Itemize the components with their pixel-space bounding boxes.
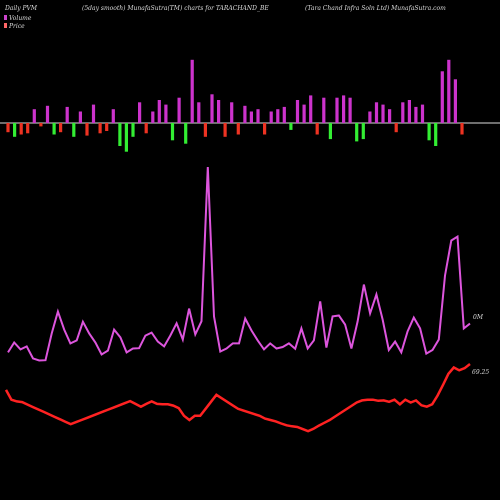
pvm-bar — [72, 123, 76, 137]
pvm-bar — [315, 123, 319, 135]
pvm-bar — [295, 100, 300, 123]
pvm-bar — [98, 123, 102, 134]
pvm-bar — [197, 102, 201, 123]
pvm-bar — [282, 106, 286, 123]
pvm-bar — [223, 123, 227, 137]
legend-price-label: Price — [8, 23, 25, 30]
header-left: Daily PVM — [4, 5, 38, 12]
legend-volume-swatch — [4, 15, 7, 20]
pvm-bar — [401, 102, 405, 123]
pvm-bar — [190, 59, 194, 123]
pvm-bar — [78, 111, 82, 123]
pvm-bar — [230, 102, 234, 123]
pvm-bar — [256, 109, 260, 123]
pvm-bar — [348, 97, 352, 123]
pvm-bar — [177, 97, 181, 123]
price-value-label: 69.25 — [472, 369, 489, 376]
pvm-bar — [203, 123, 207, 137]
pvm-bar — [131, 123, 135, 137]
pvm-bar — [447, 59, 451, 123]
volume-value-label: 0M — [473, 314, 484, 321]
header-right: (Tara Chand Infra Soln Ltd) MunafaSutra.… — [305, 5, 446, 12]
pvm-bar — [184, 123, 188, 144]
pvm-bar — [6, 123, 10, 133]
volume-series-line — [7, 166, 471, 362]
pvm-bar — [276, 109, 280, 123]
pvm-bar — [151, 111, 155, 123]
pvm-bar — [138, 102, 142, 123]
pvm-bar — [427, 123, 431, 141]
pvm-bar — [85, 123, 89, 136]
pvm-bar — [249, 111, 253, 123]
pvm-bar — [328, 123, 332, 140]
pvm-bar — [263, 123, 267, 135]
pvm-bar — [420, 104, 425, 123]
price-series-line — [4, 363, 471, 433]
pvm-bar — [374, 102, 379, 123]
pvm-bar — [453, 79, 457, 123]
pvm-bar — [157, 100, 161, 123]
pvm-bar — [440, 71, 444, 123]
header-center: (5day smooth) MunafaSutra(TM) charts for… — [82, 5, 269, 12]
pvm-bar — [394, 123, 398, 133]
pvm-bar — [39, 123, 43, 127]
pvm-bar — [243, 105, 247, 124]
pvm-bars — [6, 59, 464, 152]
pvm-bar — [144, 123, 148, 134]
pvm-bar — [381, 104, 385, 123]
pvm-bar — [19, 123, 23, 135]
pvm-bar — [26, 123, 30, 134]
pvm-bar — [368, 111, 372, 123]
pvm-bar — [32, 109, 36, 123]
pvm-bar — [210, 94, 214, 123]
pvm-bar — [105, 123, 109, 131]
legend-price-swatch — [4, 23, 7, 28]
pvm-bar — [434, 123, 438, 146]
pvm-bar — [65, 106, 69, 123]
pvm-bar — [118, 123, 122, 146]
pvm-bar — [355, 123, 359, 142]
pvm-bar — [45, 105, 50, 124]
pvm-bar — [289, 123, 293, 130]
pvm-bar — [236, 123, 240, 135]
pvm-bar — [52, 123, 56, 135]
pvm-bar — [217, 100, 221, 123]
pvm-bar — [302, 104, 306, 123]
pvm-bar — [407, 100, 411, 123]
pvm-bar — [322, 97, 326, 123]
legend-volume-label: Volume — [9, 15, 32, 22]
pvm-bar — [59, 123, 63, 133]
pvm-bar — [13, 123, 17, 137]
pvm-bar — [388, 109, 392, 123]
pvm-bar — [460, 123, 464, 135]
pvm-bar — [361, 123, 365, 140]
pvm-bar — [111, 109, 115, 123]
pvm-bar — [335, 97, 339, 123]
pvm-bar — [170, 123, 175, 141]
pvm-bar — [124, 123, 128, 152]
pvm-bar — [91, 104, 96, 123]
pvm-bar — [164, 104, 168, 123]
pvm-bar — [414, 106, 418, 123]
pvm-bar — [269, 111, 273, 123]
pvm-bar — [342, 95, 346, 123]
pvm-bar — [309, 95, 313, 123]
